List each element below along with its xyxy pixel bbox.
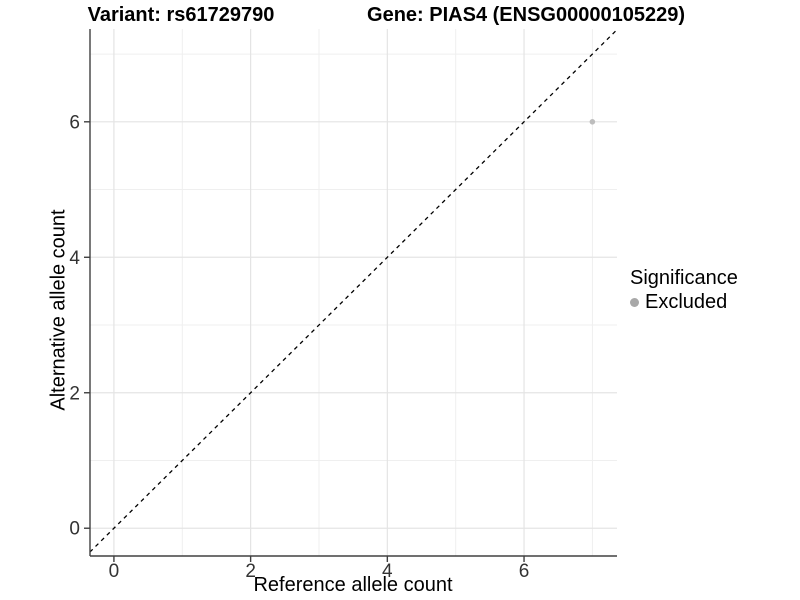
gene-title: Gene: PIAS4 (ENSG00000105229) xyxy=(367,4,685,26)
y-tick-label: 0 xyxy=(69,519,80,540)
legend-item-label: Excluded xyxy=(645,290,728,313)
legend-point-icon xyxy=(630,297,639,307)
legend: Significance Excluded xyxy=(630,267,738,313)
x-tick-label: 2 xyxy=(245,561,256,582)
x-tick-label: 0 xyxy=(109,561,120,582)
y-tick-label: 6 xyxy=(69,112,80,133)
legend-title: Significance xyxy=(630,267,738,289)
x-tick-label: 6 xyxy=(519,561,530,582)
y-tick-label: 4 xyxy=(69,248,80,269)
x-axis-title: Reference allele count xyxy=(253,574,453,596)
legend-item-excluded: Excluded xyxy=(630,291,738,313)
data-point xyxy=(589,119,596,125)
y-tick-label: 2 xyxy=(69,383,80,404)
panel-background xyxy=(90,29,617,556)
variant-title: Variant: rs61729790 xyxy=(87,4,275,26)
y-axis-title: Alternative allele count xyxy=(47,209,70,411)
x-tick-label: 4 xyxy=(382,561,393,582)
identity-line xyxy=(90,29,617,553)
